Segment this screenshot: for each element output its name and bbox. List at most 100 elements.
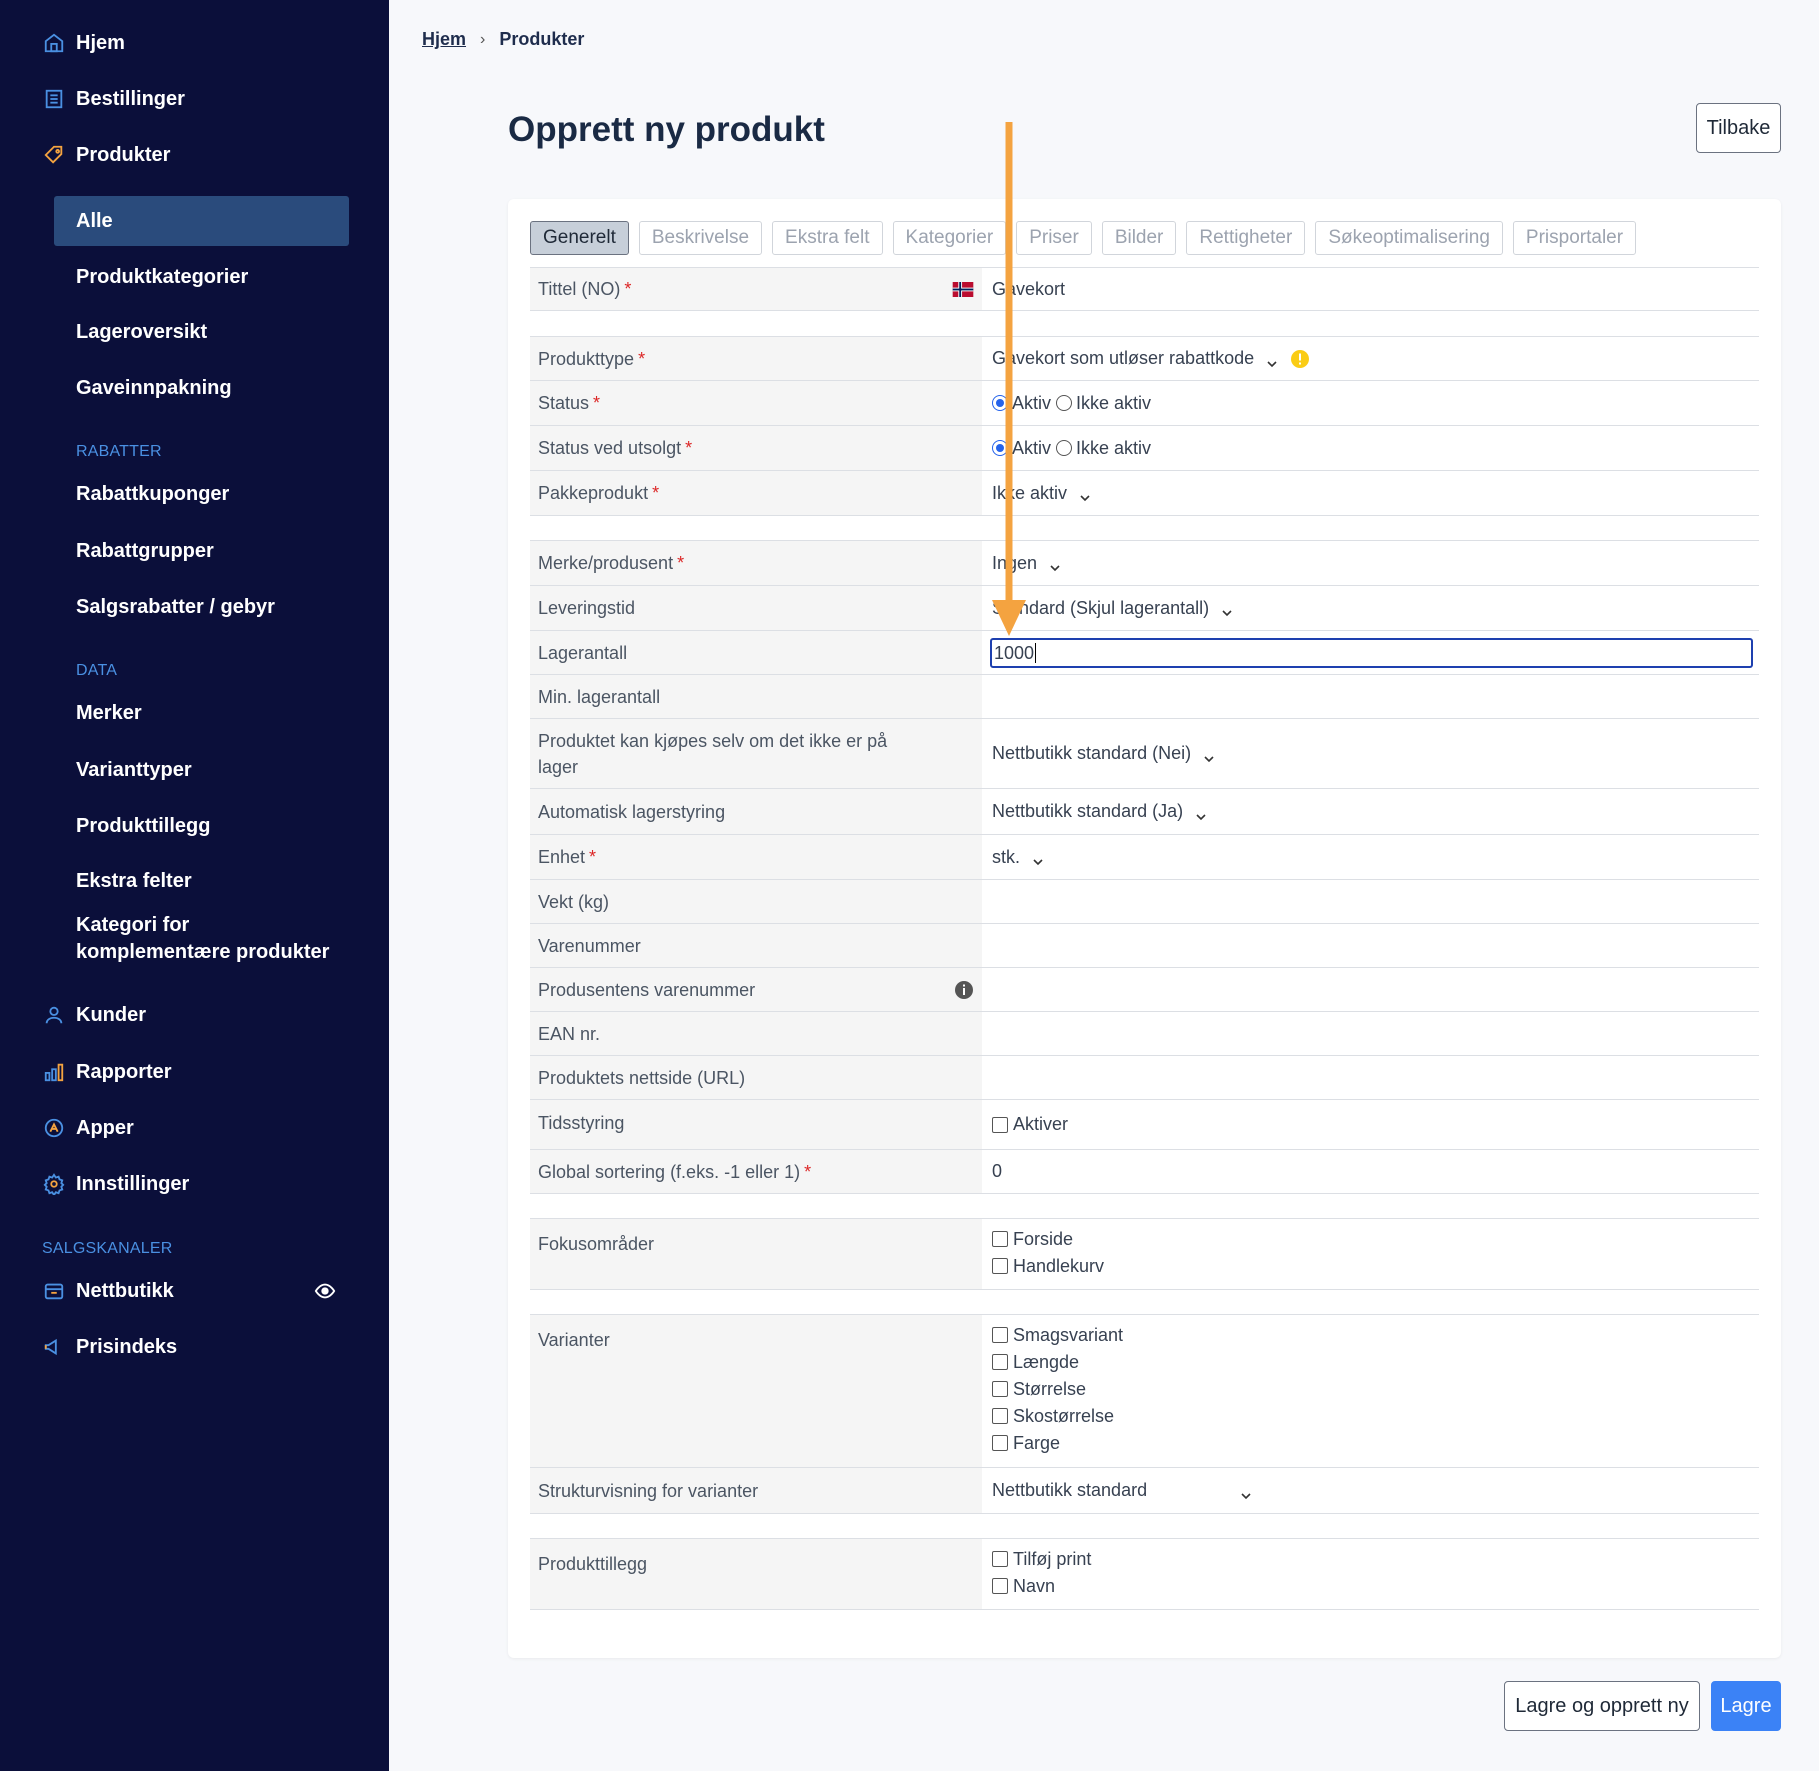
- focus-forside[interactable]: Forside: [992, 1229, 1104, 1249]
- row-min-stock: Min. lagerantall: [530, 675, 1759, 719]
- stock-input[interactable]: 1000: [990, 638, 1753, 668]
- save-and-new-button[interactable]: Lagre og opprett ny: [1504, 1681, 1700, 1731]
- row-stock: Lagerantall 1000: [530, 631, 1759, 675]
- chevron-down-icon: [1221, 603, 1232, 617]
- brand-select[interactable]: Ingen: [982, 541, 1759, 585]
- tab-kategorier[interactable]: Kategorier: [892, 221, 1007, 255]
- addon-navn[interactable]: Navn: [992, 1576, 1091, 1596]
- nav-products[interactable]: Produkter: [42, 140, 170, 170]
- nav-home[interactable]: Hjem: [42, 28, 125, 58]
- ean-input[interactable]: [982, 1012, 1759, 1055]
- sidebar-item-ekstra-felter[interactable]: Ekstra felter: [76, 870, 192, 892]
- variant-laengde[interactable]: Længde: [992, 1352, 1123, 1372]
- active-item-bg: [54, 196, 349, 246]
- bar-chart-icon: [42, 1060, 66, 1084]
- nav-settings[interactable]: Innstillinger: [42, 1169, 189, 1199]
- product-type-select[interactable]: Gavekort som utløser rabattkode: [982, 337, 1759, 380]
- save-button[interactable]: Lagre: [1711, 1681, 1781, 1731]
- tab-bilder[interactable]: Bilder: [1101, 221, 1177, 255]
- sidebar-item-lageroversikt[interactable]: Lageroversikt: [76, 321, 208, 343]
- apps-icon: [42, 1116, 66, 1140]
- chevron-down-icon: [1240, 1486, 1251, 1499]
- soldout-active-radio[interactable]: [992, 440, 1008, 456]
- sidebar: Hjem Bestillinger Produkter Alle Produkt…: [0, 0, 389, 1771]
- row-status-soldout: Status ved utsolgt * Aktiv Ikke aktiv: [530, 426, 1759, 471]
- megaphone-icon: [42, 1335, 66, 1359]
- url-input[interactable]: [982, 1056, 1759, 1099]
- sku-input[interactable]: [982, 924, 1759, 967]
- unit-select[interactable]: stk.: [982, 835, 1759, 879]
- nav-reports[interactable]: Rapporter: [42, 1057, 172, 1087]
- delivery-select[interactable]: Standard (Skjul lagerantall): [982, 586, 1759, 630]
- tab-sokeoptimalisering[interactable]: Søkeoptimalisering: [1315, 221, 1503, 255]
- status-inactive-radio[interactable]: [1056, 395, 1073, 411]
- min-stock-input[interactable]: [982, 675, 1759, 718]
- chevron-down-icon: [1079, 488, 1090, 502]
- sidebar-item-varianttyper[interactable]: Varianttyper: [76, 759, 192, 781]
- tab-generelt[interactable]: Generelt: [530, 221, 629, 255]
- gear-icon: [42, 1172, 66, 1196]
- product-form-card: Generelt Beskrivelse Ekstra felt Kategor…: [508, 199, 1781, 1658]
- mfr-sku-input[interactable]: [982, 968, 1759, 1011]
- sidebar-item-produkttillegg[interactable]: Produkttillegg: [76, 815, 211, 837]
- sort-input[interactable]: 0: [992, 1161, 1003, 1181]
- row-mfr-sku: Produsentens varenummer: [530, 968, 1759, 1012]
- breadcrumb: Hjem › Produkter: [422, 29, 584, 50]
- variant-storrelse[interactable]: Størrelse: [992, 1379, 1123, 1399]
- sidebar-item-produktkategorier[interactable]: Produktkategorier: [76, 266, 249, 288]
- variant-skostorrelse[interactable]: Skostørrelse: [992, 1406, 1123, 1426]
- timing-checkbox[interactable]: [992, 1116, 1008, 1133]
- row-brand: Merke/produsent * Ingen: [530, 540, 1759, 586]
- auto-stock-select[interactable]: Nettbutikk standard (Ja): [982, 789, 1759, 834]
- row-variants: Varianter Smagsvariant Længde Størrelse …: [530, 1314, 1759, 1468]
- package-select[interactable]: Ikke aktiv: [982, 471, 1759, 515]
- sidebar-item-salgsrabatter[interactable]: Salgsrabatter / gebyr: [76, 596, 275, 618]
- weight-input[interactable]: [982, 880, 1759, 923]
- sidebar-item-kategori-for[interactable]: Kategori for komplementære produkter: [76, 914, 330, 963]
- tag-icon: [42, 143, 66, 167]
- row-structure: Strukturvisning for varianter Nettbutikk…: [530, 1468, 1759, 1514]
- row-sku: Varenummer: [530, 924, 1759, 968]
- variant-farge[interactable]: Farge: [992, 1433, 1123, 1453]
- sidebar-item-merker[interactable]: Merker: [76, 702, 142, 724]
- chevron-down-icon: [1203, 749, 1214, 762]
- tab-priser[interactable]: Priser: [1016, 221, 1092, 255]
- focus-handlekurv[interactable]: Handlekurv: [992, 1256, 1104, 1276]
- eye-icon[interactable]: [314, 1280, 336, 1302]
- norway-flag-icon: [952, 282, 974, 297]
- sidebar-item-rabattgrupper[interactable]: Rabattgrupper: [76, 540, 214, 562]
- addon-tilfoj-print[interactable]: Tilføj print: [992, 1549, 1091, 1569]
- nav-nettbutikk[interactable]: Nettbutikk: [42, 1276, 174, 1306]
- status-active-radio[interactable]: [992, 395, 1008, 411]
- breadcrumb-home-link[interactable]: Hjem: [422, 29, 467, 49]
- sidebar-item-gaveinnpakning[interactable]: Gaveinnpakning: [76, 377, 232, 399]
- tab-prisportaler[interactable]: Prisportaler: [1512, 221, 1637, 255]
- nav-apps[interactable]: Apper: [42, 1113, 134, 1143]
- sidebar-item-rabattkuponger[interactable]: Rabattkuponger: [76, 483, 230, 505]
- chevron-down-icon: [1195, 807, 1206, 820]
- row-product-type: Produkttype * Gavekort som utløser rabatt…: [530, 336, 1759, 381]
- info-icon[interactable]: [954, 980, 974, 1000]
- nav-orders[interactable]: Bestillinger: [42, 84, 185, 114]
- tab-beskrivelse[interactable]: Beskrivelse: [638, 221, 763, 255]
- nav-prisindeks[interactable]: Prisindeks: [42, 1332, 177, 1362]
- row-auto-stock: Automatisk lagerstyring Nettbutikk stand…: [530, 789, 1759, 835]
- row-focus: Fokusområder Forside Handlekurv: [530, 1218, 1759, 1290]
- warning-icon: [1291, 349, 1310, 368]
- tab-bar: Generelt Beskrivelse Ekstra felt Kategor…: [530, 221, 1637, 255]
- row-sort: Global sortering (f.eks. -1 eller 1) * 0: [530, 1150, 1759, 1194]
- tab-rettigheter[interactable]: Rettigheter: [1186, 221, 1306, 255]
- structure-select[interactable]: Nettbutikk standard: [982, 1468, 1759, 1513]
- row-timing: Tidsstyring Aktiver: [530, 1100, 1759, 1150]
- soldout-inactive-radio[interactable]: [1056, 440, 1073, 456]
- variant-smagsvariant[interactable]: Smagsvariant: [992, 1325, 1123, 1345]
- nav-customers[interactable]: Kunder: [42, 1000, 146, 1030]
- tab-ekstra-felt[interactable]: Ekstra felt: [772, 221, 883, 255]
- back-button[interactable]: Tilbake: [1696, 103, 1781, 153]
- home-icon: [42, 31, 66, 55]
- backorder-select[interactable]: Nettbutikk standard (Nei): [982, 719, 1759, 788]
- text-caret: [1035, 643, 1037, 663]
- store-icon: [42, 1279, 66, 1303]
- sidebar-item-alle[interactable]: Alle: [76, 210, 113, 232]
- title-field[interactable]: Gavekort: [992, 278, 1066, 299]
